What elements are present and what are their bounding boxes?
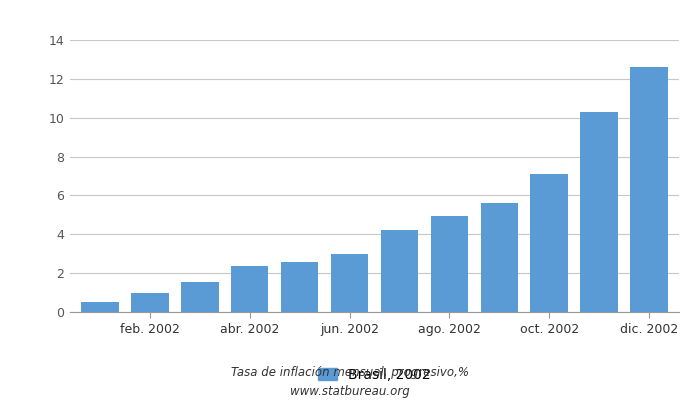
Bar xyxy=(281,262,318,312)
Bar xyxy=(131,292,169,312)
Bar xyxy=(381,230,418,312)
Bar xyxy=(430,216,468,312)
Text: Tasa de inflación mensual, progresivo,%
www.statbureau.org: Tasa de inflación mensual, progresivo,% … xyxy=(231,366,469,398)
Bar xyxy=(630,67,668,312)
Bar xyxy=(81,302,119,312)
Bar xyxy=(531,174,568,312)
Bar xyxy=(331,254,368,312)
Bar xyxy=(580,112,618,312)
Legend: Brasil, 2002: Brasil, 2002 xyxy=(318,368,431,382)
Bar xyxy=(181,282,218,312)
Bar xyxy=(481,203,518,312)
Bar xyxy=(231,266,268,312)
